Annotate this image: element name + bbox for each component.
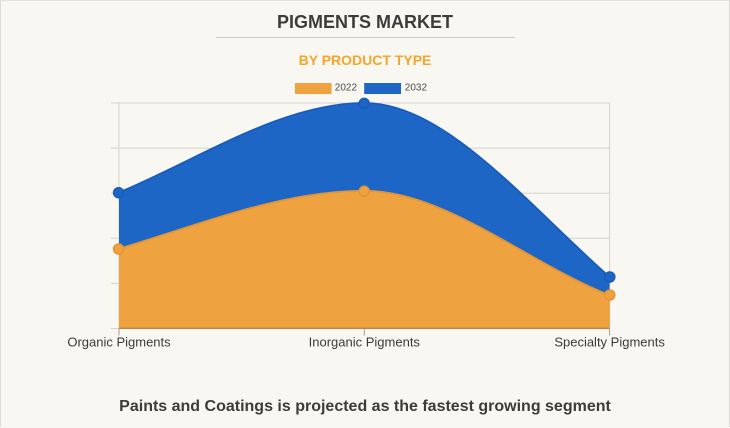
svg-text:Organic Pigments: Organic Pigments: [67, 335, 171, 350]
svg-text:Specialty Pigments: Specialty Pigments: [554, 335, 665, 350]
svg-text:Inorganic Pigments: Inorganic Pigments: [309, 335, 421, 350]
svg-text:2032: 2032: [405, 83, 428, 94]
svg-text:2022: 2022: [335, 83, 358, 94]
